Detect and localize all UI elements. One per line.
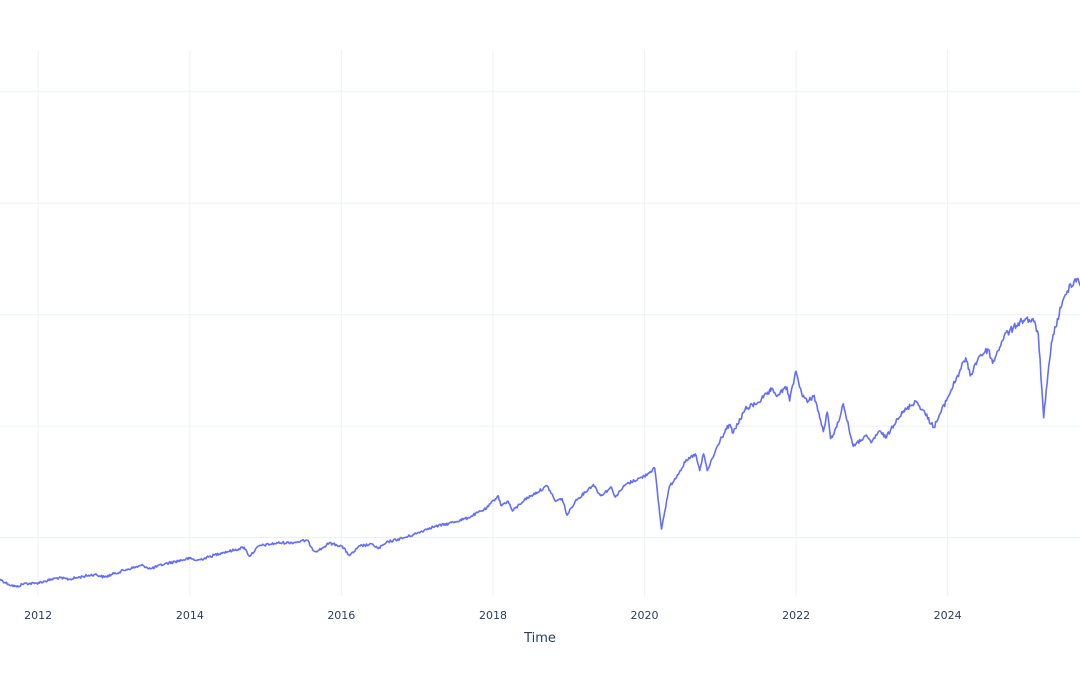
x-tick-label: 2012 bbox=[24, 609, 52, 622]
x-tick-label: 2020 bbox=[630, 609, 658, 622]
x-tick-label: 2022 bbox=[782, 609, 810, 622]
x-tick-label: 2016 bbox=[327, 609, 355, 622]
x-tick-label: 2024 bbox=[934, 609, 962, 622]
series-layer bbox=[0, 277, 1080, 588]
x-axis-title: Time bbox=[523, 631, 556, 646]
x-tick-label: 2014 bbox=[176, 609, 204, 622]
x-tick-label: 2018 bbox=[479, 609, 507, 622]
gridlines bbox=[0, 50, 1080, 596]
x-axis-ticks: 2012 2014 2016 2018 2020 2022 2024 bbox=[24, 609, 961, 622]
series-line bbox=[0, 277, 1080, 588]
